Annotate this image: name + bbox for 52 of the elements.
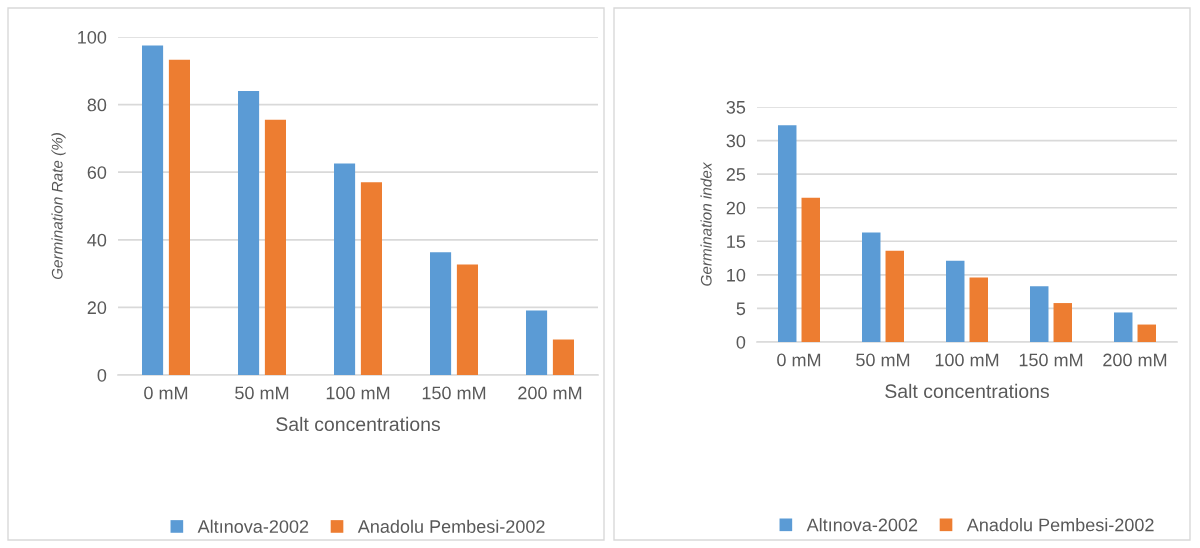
bar: [946, 260, 965, 342]
x-tick-label: 150 mM: [1019, 353, 1083, 367]
bar: [456, 264, 478, 375]
bar: [1030, 286, 1049, 342]
bar: [969, 277, 988, 342]
y-tick-label: 25: [726, 168, 746, 181]
y-tick-label: 80: [87, 98, 107, 112]
x-axis-title: Salt concentrations: [276, 416, 440, 432]
bar: [1137, 324, 1156, 342]
y-tick-label: 10: [727, 268, 746, 282]
x-tick-label: 0 mM: [777, 353, 821, 367]
bar: [1114, 312, 1133, 342]
legend-label: Altınova-2002: [806, 518, 918, 532]
bar: [264, 119, 286, 375]
y-tick-label: 35: [726, 100, 746, 114]
bar: [1053, 303, 1072, 342]
bar: [801, 197, 820, 342]
bar: [778, 125, 797, 342]
legend-label: Altınova-2002: [197, 519, 309, 533]
y-axis-title: Germination index: [700, 162, 712, 286]
y-tick-label: 20: [87, 301, 107, 315]
y-tick-label: 20: [726, 201, 746, 215]
x-tick-label: 50 mM: [856, 353, 910, 367]
legend-label: Anadolu Pembesi-2002: [966, 518, 1154, 532]
x-tick-label: 200 mM: [518, 386, 582, 400]
bar: [334, 163, 356, 375]
y-tick-label: 15: [727, 235, 746, 249]
bar: [238, 91, 260, 375]
bar: [526, 310, 548, 375]
y-tick-label: 30: [726, 134, 746, 148]
y-axis-title: Germination Rate (%): [51, 133, 66, 280]
bar: [142, 45, 164, 375]
bar: [862, 232, 881, 342]
y-tick-label: 0: [736, 335, 746, 349]
bar: [168, 59, 190, 375]
x-tick-label: 100 mM: [326, 386, 390, 400]
x-tick-label: 200 mM: [1103, 353, 1167, 367]
y-tick-label: 0: [97, 368, 107, 382]
bar: [885, 250, 904, 342]
bar: [552, 339, 574, 375]
y-tick-label: 100: [78, 30, 107, 44]
y-tick-label: 60: [87, 166, 107, 179]
y-tick-label: 5: [736, 302, 746, 316]
x-tick-label: 100 mM: [935, 353, 999, 367]
x-tick-label: 0 mM: [144, 386, 188, 400]
x-tick-label: 150 mM: [422, 386, 486, 400]
x-tick-label: 50 mM: [235, 386, 289, 400]
y-tick-label: 40: [87, 233, 107, 247]
bar: [430, 252, 452, 375]
legend-label: Anadolu Pembesi-2002: [357, 519, 545, 533]
x-axis-title: Salt concentrations: [885, 383, 1049, 399]
bar: [360, 182, 382, 375]
